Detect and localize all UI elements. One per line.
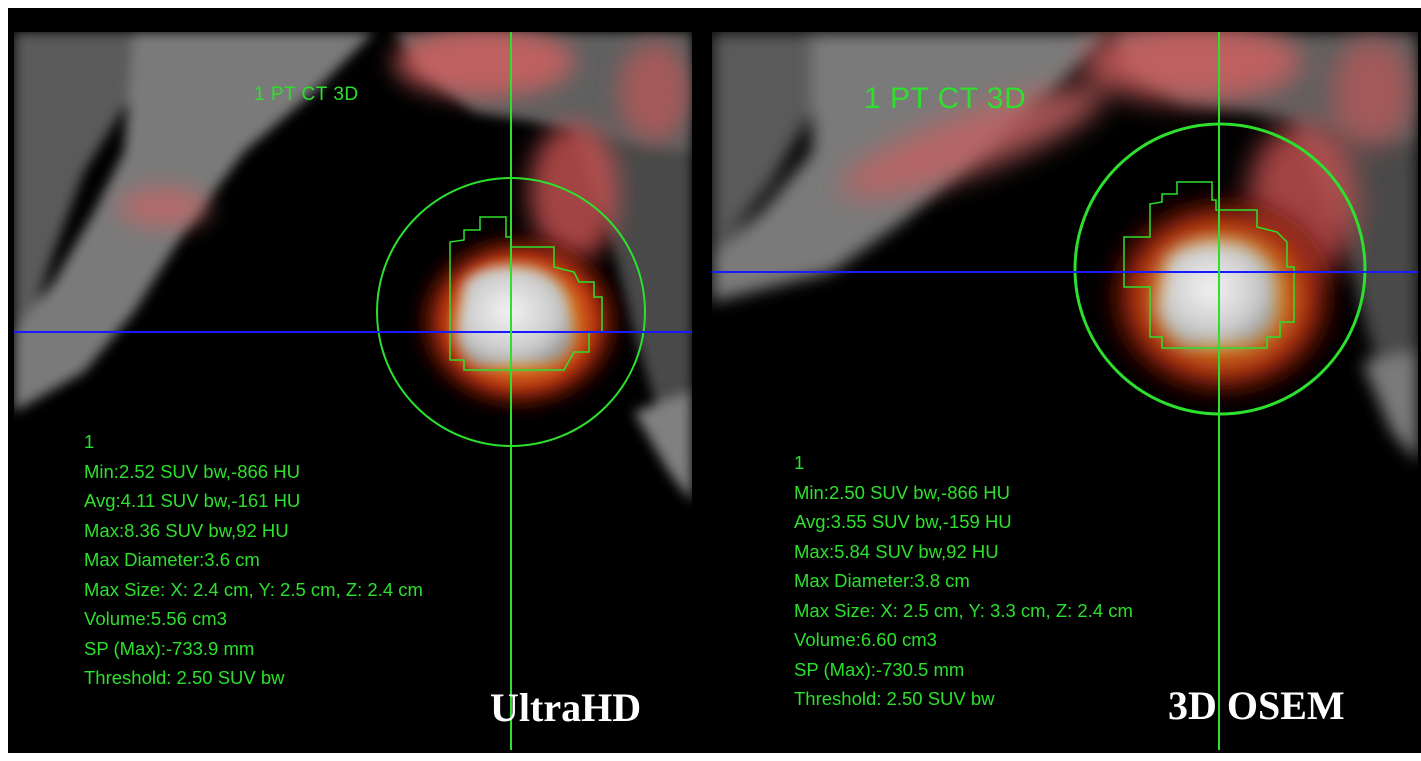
series-label: 1 PT CT 3D	[864, 82, 1027, 115]
method-label: UltraHD	[490, 685, 642, 730]
stat-sp-max: SP (Max):-730.5 mm	[794, 658, 965, 680]
roi-number: 1	[794, 452, 805, 473]
pet-ct-view-ultrahd: 1 PT CT 3D 1 Min:2.52 SUV bw,-866 HU Avg…	[14, 32, 692, 750]
stat-min: Min:2.52 SUV bw,-866 HU	[84, 460, 300, 482]
stat-max-diameter: Max Diameter:3.6 cm	[84, 549, 260, 570]
pet-ct-image-right	[712, 32, 1418, 750]
method-label: 3D OSEM	[1168, 683, 1345, 728]
lesion-contour	[1123, 181, 1295, 349]
stat-min: Min:2.50 SUV bw,-866 HU	[794, 481, 1010, 503]
stat-max: Max:5.84 SUV bw,92 HU	[794, 540, 999, 562]
lesion-contour	[449, 216, 603, 371]
stat-threshold: Threshold: 2.50 SUV bw	[794, 688, 995, 709]
pet-ct-view-3d-osem: 1 PT CT 3D 1 Min:2.50 SUV bw,-866 HU Avg…	[712, 32, 1418, 750]
stat-max-diameter: Max Diameter:3.8 cm	[794, 570, 970, 591]
stat-sp-max: SP (Max):-733.9 mm	[84, 637, 255, 659]
roi-statistics: 1 Min:2.50 SUV bw,-866 HU Avg:3.55 SUV b…	[794, 448, 1133, 714]
stat-avg: Avg:4.11 SUV bw,-161 HU	[84, 490, 301, 511]
stat-threshold: Threshold: 2.50 SUV bw	[84, 667, 285, 688]
stat-max: Max:8.36 SUV bw,92 HU	[84, 519, 289, 541]
stat-volume: Volume:5.56 cm3	[84, 608, 227, 629]
stat-max-size: Max Size: X: 2.5 cm, Y: 3.3 cm, Z: 2.4 c…	[794, 599, 1133, 621]
roi-number: 1	[84, 431, 95, 452]
stat-volume: Volume:6.60 cm3	[794, 629, 937, 650]
roi-statistics: 1 Min:2.52 SUV bw,-866 HU Avg:4.11 SUV b…	[84, 427, 423, 693]
pet-ct-image-left	[14, 32, 692, 750]
stat-avg: Avg:3.55 SUV bw,-159 HU	[794, 511, 1012, 532]
series-label: 1 PT CT 3D	[254, 84, 359, 105]
stat-max-size: Max Size: X: 2.4 cm, Y: 2.5 cm, Z: 2.4 c…	[84, 578, 423, 600]
